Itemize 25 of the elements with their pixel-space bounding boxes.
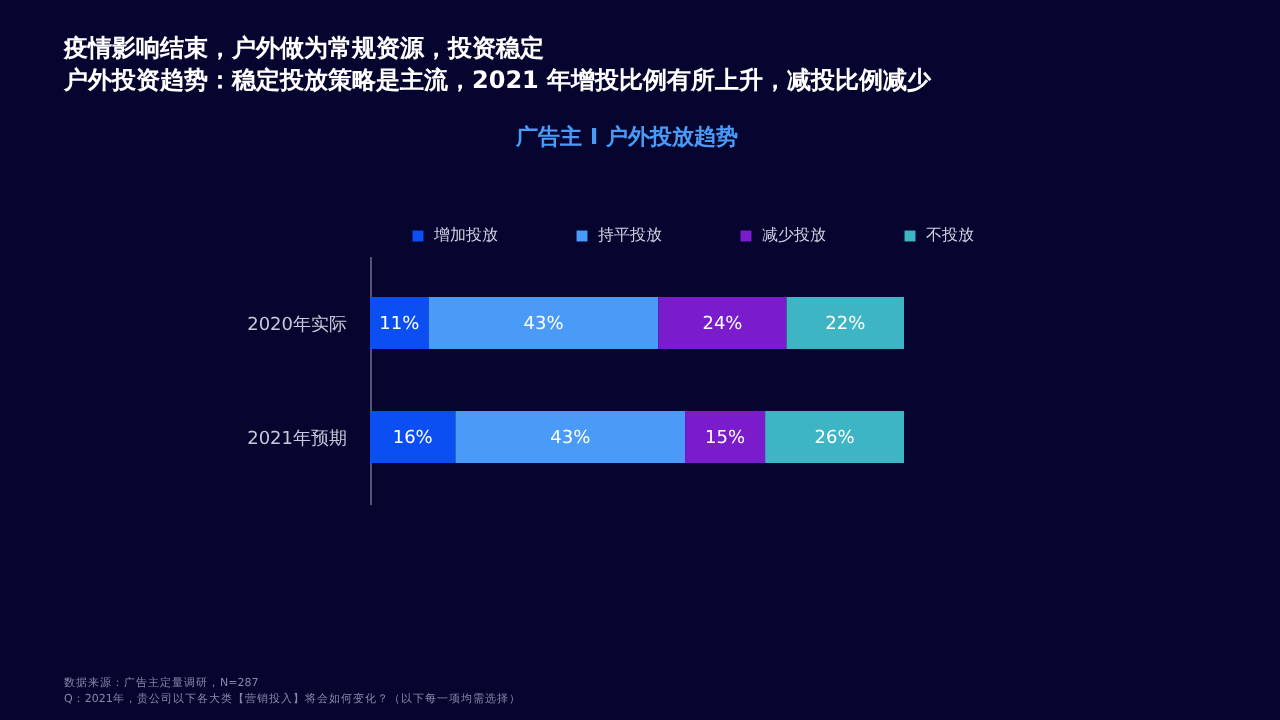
legend-label: 不投放: [926, 226, 974, 244]
bar: [428, 297, 659, 349]
bar: [786, 297, 904, 349]
bar: [658, 297, 787, 349]
y-tick-label: 2021年预期: [247, 428, 347, 450]
data-label: 43%: [550, 429, 592, 449]
data-label: 11%: [379, 315, 421, 335]
y-tick-label: 2020年实际: [247, 314, 347, 336]
bar: [370, 297, 429, 349]
text: 疫情影响结束，户外做为常规资源，投资稳定: [62, 34, 544, 62]
data-label: 15%: [705, 429, 746, 449]
data-label: 43%: [523, 315, 565, 335]
data-label: 22%: [825, 315, 867, 335]
chart-title: 广告主 I 户外投放趋势: [514, 124, 738, 150]
data-label: 16%: [392, 429, 434, 449]
text: 户外投资趋势：稳定投放策略是主流，2021 年增投比例有所上升，减投比例减少: [62, 66, 934, 94]
legend-label: 减少投放: [762, 226, 826, 244]
data-label: 24%: [702, 315, 744, 335]
legend-label: 增加投放: [432, 226, 498, 244]
legend-label: 持平投放: [598, 226, 662, 244]
bar: [455, 411, 686, 463]
bar: [765, 411, 904, 463]
data-label: 26%: [814, 429, 856, 449]
bar: [685, 411, 766, 463]
bar: [370, 411, 456, 463]
